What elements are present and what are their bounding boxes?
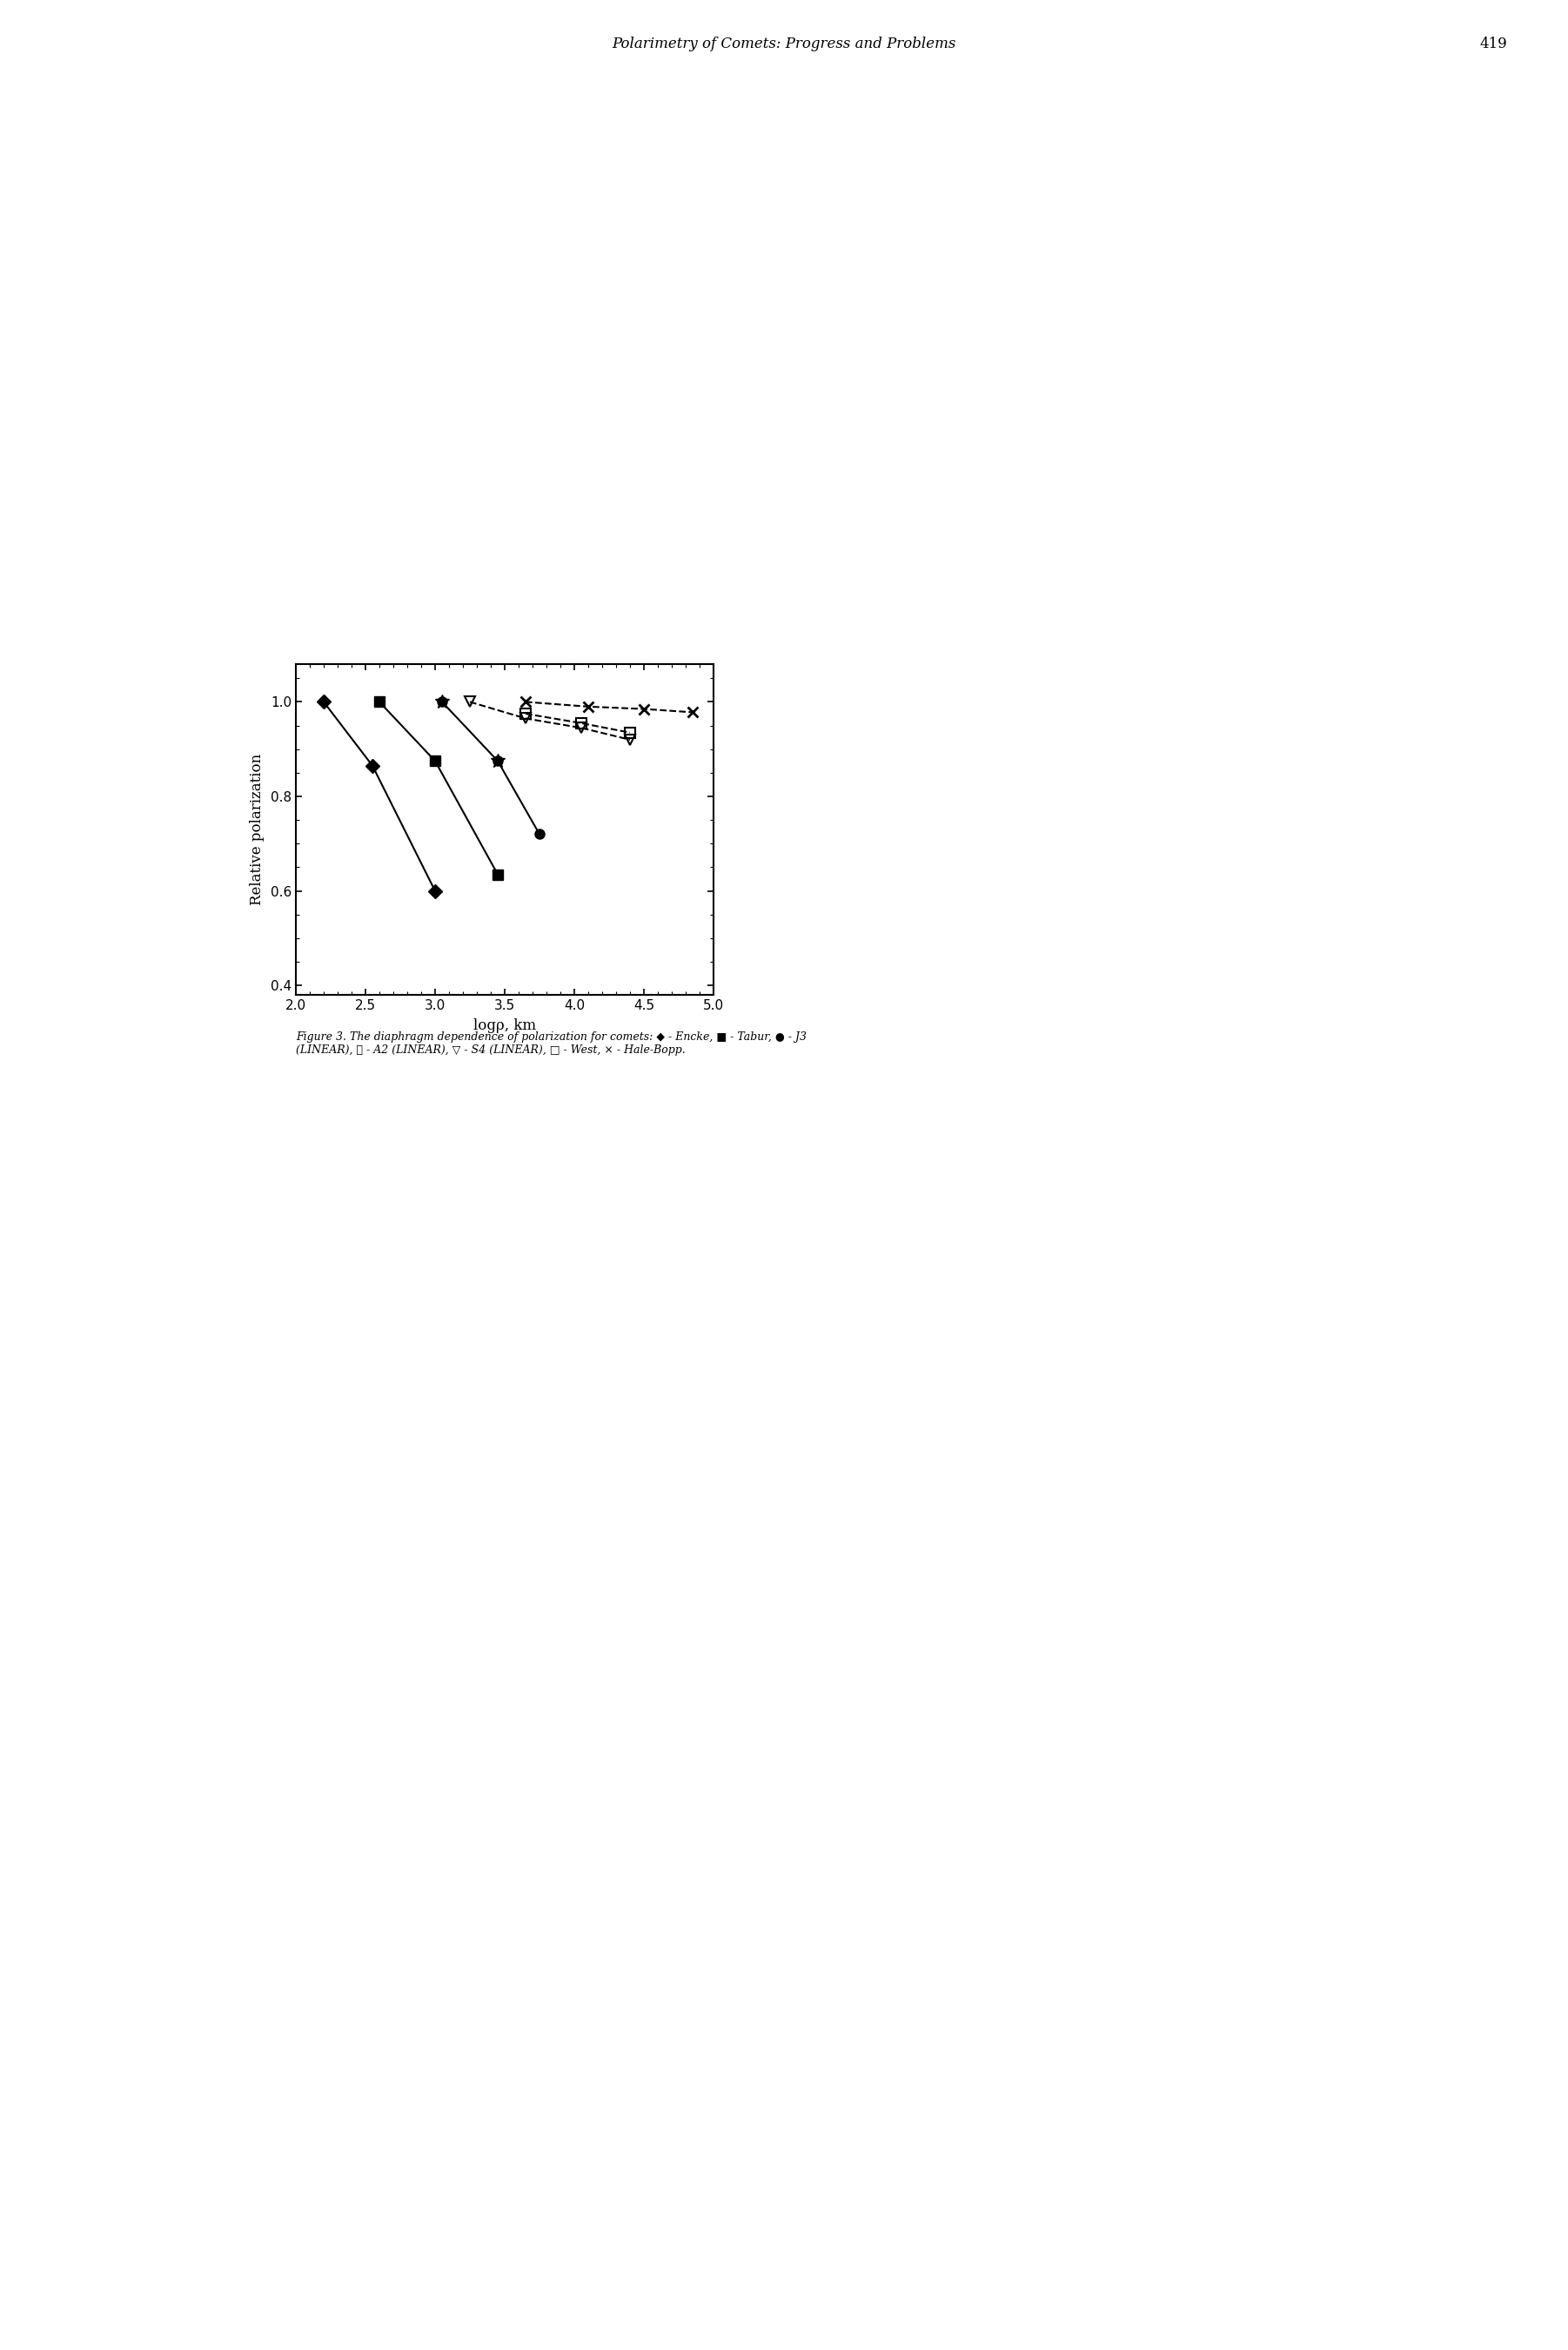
Text: Figure 3. The diaphragm dependence of polarization for comets: ◆ - Encke, ■ - Ta: Figure 3. The diaphragm dependence of po… <box>296 1032 806 1055</box>
X-axis label: logρ, km: logρ, km <box>474 1018 536 1034</box>
Y-axis label: Relative polarization: Relative polarization <box>249 754 265 905</box>
Text: 419: 419 <box>1480 38 1507 52</box>
Text: Polarimetry of Comets: Progress and Problems: Polarimetry of Comets: Progress and Prob… <box>612 38 956 52</box>
